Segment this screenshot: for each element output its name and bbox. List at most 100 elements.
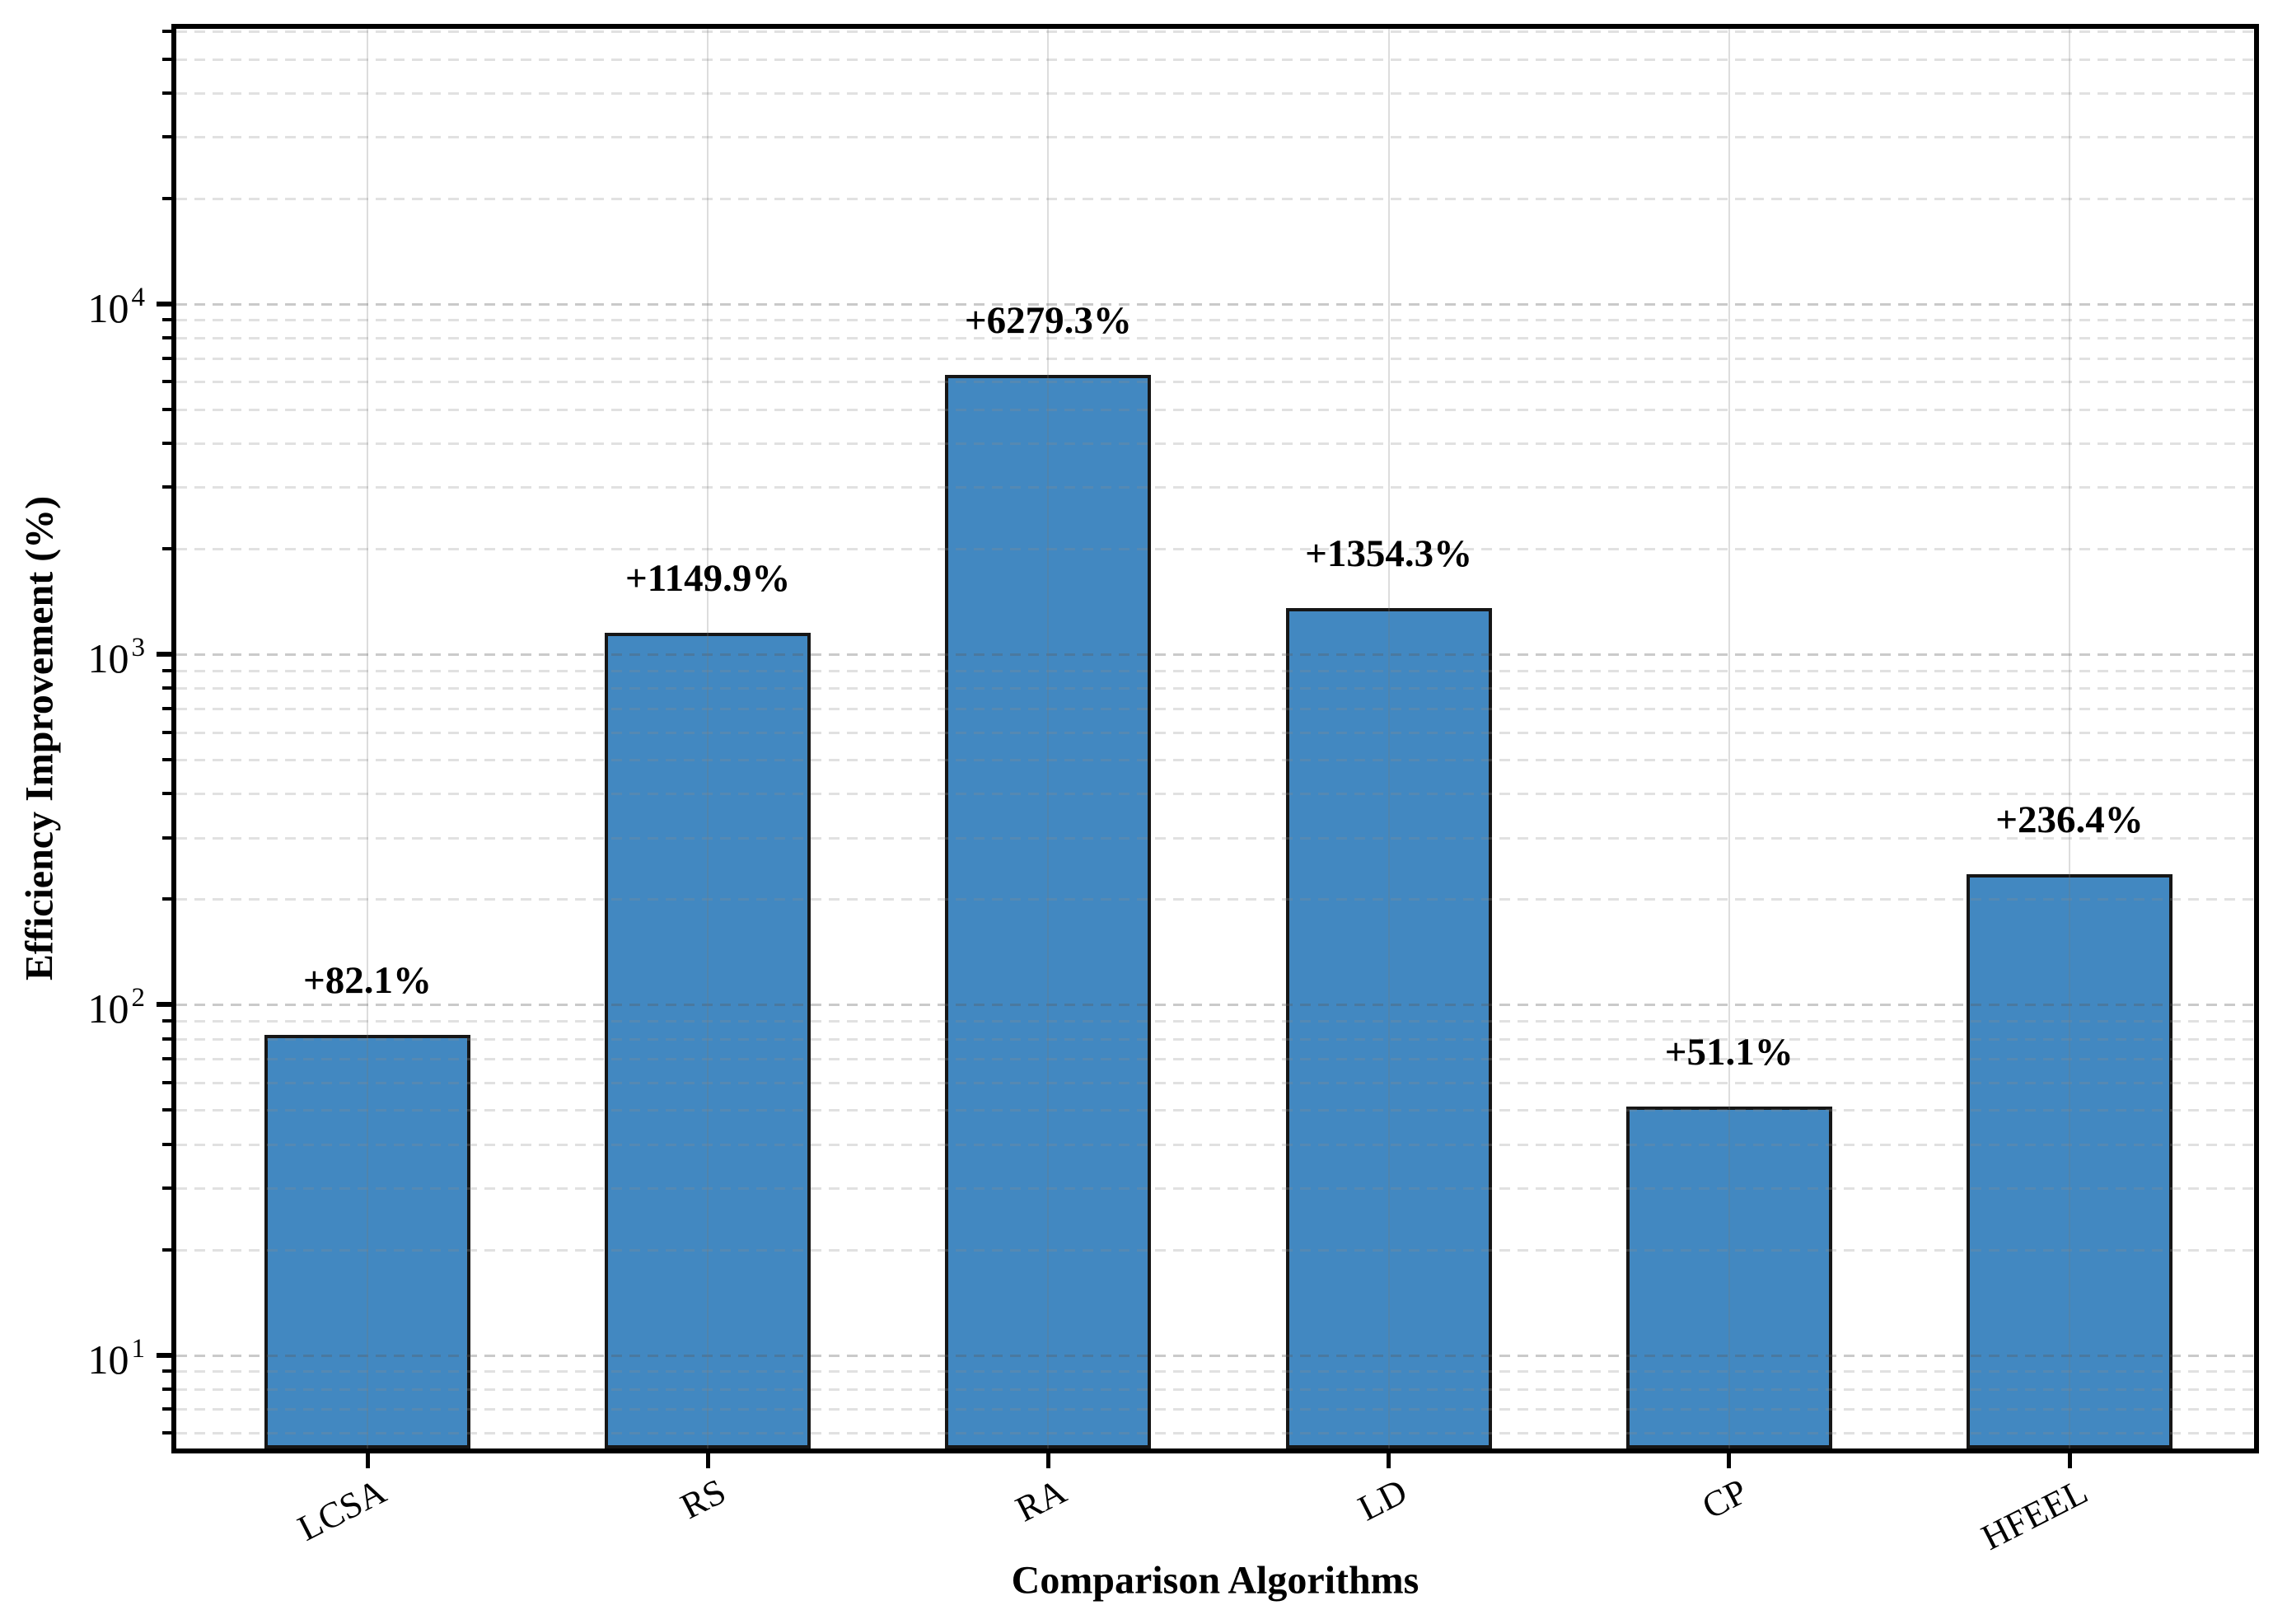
x-axis-tick [2067, 1453, 2072, 1468]
y-axis-tick [162, 1430, 171, 1434]
bar-value-label: +51.1% [1664, 1031, 1794, 1074]
y-tick-exponent: 4 [131, 283, 146, 313]
y-grid-line [176, 653, 2254, 657]
y-axis-title: Efficiency Improvement (%) [17, 495, 62, 981]
y-grid-line [176, 1019, 2254, 1023]
y-axis-tick [162, 835, 171, 840]
x-tick-label: LCSA [291, 1471, 392, 1549]
y-tick-exponent: 2 [131, 983, 146, 1013]
x-tick-label: CP [1695, 1471, 1754, 1528]
y-grid-line [176, 1081, 2254, 1084]
y-grid-line [176, 1354, 2254, 1357]
x-axis-tick [365, 1453, 370, 1468]
y-grid-line [176, 836, 2254, 840]
y-axis-tick [162, 1080, 171, 1084]
x-tick-label: HFEEL [1975, 1471, 2094, 1558]
bar-value-label: +236.4% [1995, 798, 2144, 841]
y-axis-tick [162, 197, 171, 200]
plot-area [171, 24, 2259, 1453]
y-axis-tick [162, 1142, 171, 1146]
y-axis-tick [162, 1057, 171, 1061]
y-grid-line [176, 731, 2254, 734]
y-axis-tick [162, 1108, 171, 1112]
bar [1285, 608, 1492, 1448]
y-axis-tick [162, 1037, 171, 1041]
y-tick-base: 10 [87, 1336, 129, 1383]
y-grid-line [176, 1143, 2254, 1146]
y-axis-tick [157, 1352, 171, 1358]
y-grid-line [176, 442, 2254, 446]
bar [264, 1034, 470, 1448]
y-grid-line [176, 136, 2254, 139]
y-grid-line [176, 1186, 2254, 1190]
y-grid-line [176, 759, 2254, 762]
y-grid-line [176, 198, 2254, 200]
y-grid-line [176, 708, 2254, 711]
x-axis-tick [1045, 1453, 1050, 1468]
y-grid-line [176, 1058, 2254, 1061]
y-grid-line [176, 357, 2254, 360]
bar [605, 633, 811, 1448]
x-tick-label: RA [1009, 1471, 1073, 1530]
y-tick-label: 101 [88, 1326, 146, 1383]
y-axis-tick [162, 135, 171, 139]
bar [1967, 873, 2172, 1448]
y-grid-line [176, 898, 2254, 901]
y-axis-tick [162, 91, 171, 95]
y-tick-exponent: 3 [131, 633, 146, 663]
y-axis-tick [162, 57, 171, 61]
y-grid-line [176, 669, 2254, 672]
y-grid-line [176, 408, 2254, 411]
y-axis-tick [162, 1387, 171, 1391]
bar-value-label: +82.1% [302, 958, 433, 1002]
y-axis-tick [162, 318, 171, 322]
y-axis-tick [162, 686, 171, 690]
y-grid-line [176, 1408, 2254, 1411]
y-axis-tick [162, 547, 171, 551]
y-grid-line [176, 548, 2254, 551]
bar-value-label: +1149.9% [624, 557, 791, 601]
y-grid-line [176, 319, 2254, 322]
y-axis-tick [162, 897, 171, 901]
y-grid-line [176, 1109, 2254, 1112]
y-grid-line [176, 1388, 2254, 1391]
y-grid-line [176, 381, 2254, 384]
y-tick-label: 102 [88, 976, 146, 1032]
y-axis-tick [162, 30, 171, 34]
y-tick-base: 10 [87, 285, 129, 332]
y-axis-tick [162, 336, 171, 340]
y-tick-base: 10 [87, 635, 129, 682]
y-axis-tick [162, 668, 171, 672]
y-axis-tick [162, 758, 171, 762]
y-grid-line [176, 1248, 2254, 1252]
y-grid-line [176, 337, 2254, 340]
y-grid-line [176, 58, 2254, 61]
y-axis-tick [157, 302, 171, 307]
y-grid-line [176, 30, 2254, 34]
y-axis-tick [162, 485, 171, 489]
x-axis-tick [1727, 1453, 1732, 1468]
bar-value-label: +6279.3% [964, 298, 1132, 342]
y-grid-line [176, 793, 2254, 796]
y-axis-tick [162, 1369, 171, 1374]
y-tick-label: 103 [88, 625, 146, 681]
y-grid-line [176, 303, 2254, 306]
y-grid-line [176, 1004, 2254, 1007]
x-axis-title: Comparison Algorithms [1011, 1558, 1419, 1603]
y-axis-tick [157, 652, 171, 658]
y-axis-tick [162, 1247, 171, 1252]
y-axis-tick [162, 356, 171, 360]
y-grid-line [176, 1431, 2254, 1434]
bar [1625, 1107, 1832, 1448]
x-tick-label: RS [674, 1471, 732, 1528]
y-axis-tick [162, 407, 171, 411]
y-tick-exponent: 1 [131, 1333, 146, 1364]
y-tick-label: 104 [88, 274, 146, 331]
x-tick-label: LD [1351, 1471, 1414, 1529]
y-grid-line [176, 1037, 2254, 1041]
y-axis-tick [162, 707, 171, 711]
y-axis-tick [162, 730, 171, 734]
y-grid-line [176, 687, 2254, 690]
y-axis-tick [162, 792, 171, 796]
